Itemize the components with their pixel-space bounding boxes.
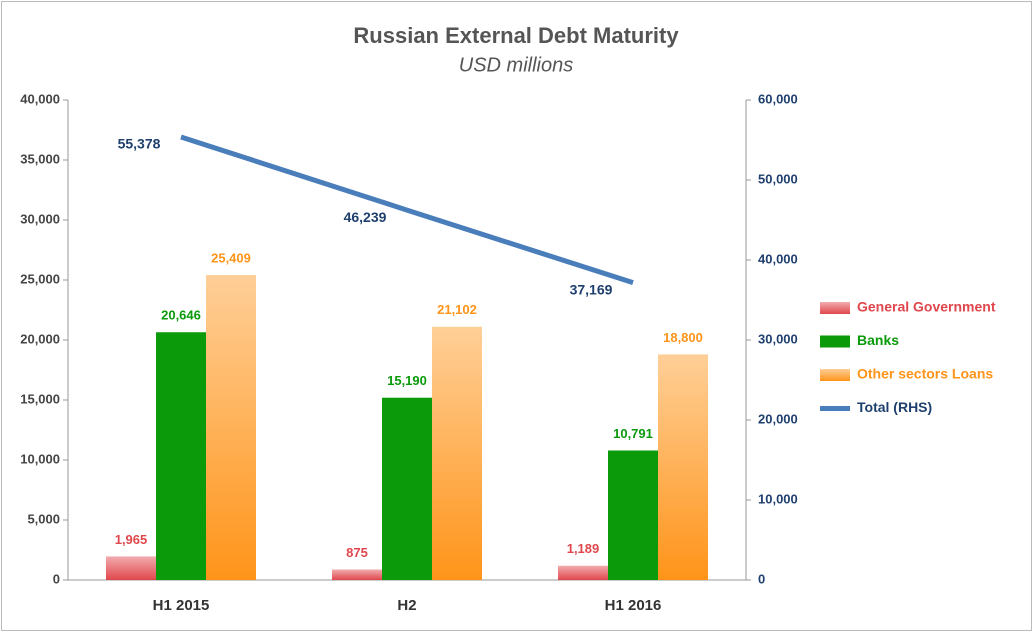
y2-tick-label: 10,000 (758, 491, 798, 506)
y-tick-label: 40,000 (20, 91, 60, 106)
legend-marker (820, 369, 850, 381)
y-tick-label: 30,000 (20, 211, 60, 226)
legend-marker (820, 335, 850, 348)
chart-title: Russian External Debt Maturity (353, 23, 679, 48)
line-value-label: 37,169 (570, 281, 613, 297)
line (180, 134, 634, 286)
legend-label: Banks (857, 332, 899, 348)
y2-tick-label: 0 (758, 571, 765, 586)
value-label: 20,646 (161, 308, 201, 323)
y-tick-label: 15,000 (20, 391, 60, 406)
x-tick-label: H1 2015 (153, 597, 210, 614)
y2-tick-label: 20,000 (758, 411, 798, 426)
y-tick-label: 20,000 (20, 331, 60, 346)
value-label: 25,409 (211, 251, 251, 266)
y2-tick-label: 50,000 (758, 171, 798, 186)
legend-label: General Government (857, 299, 996, 315)
chart-subtitle: USD millions (459, 54, 573, 76)
y-tick-label: 5,000 (27, 511, 60, 526)
bar (382, 397, 432, 580)
legend-label: Total (RHS) (857, 399, 932, 415)
legend-marker (820, 302, 850, 314)
line-value-label: 46,239 (344, 209, 387, 225)
y-tick-label: 10,000 (20, 451, 60, 466)
bar (206, 275, 256, 580)
value-label: 875 (346, 545, 368, 560)
legend-label: Other sectors Loans (857, 366, 993, 382)
bar (608, 450, 658, 580)
value-label: 15,190 (387, 373, 427, 388)
x-tick-label: H1 2016 (605, 597, 662, 614)
bar (106, 556, 156, 580)
x-tick-label: H2 (397, 597, 416, 614)
value-label: 1,965 (115, 532, 148, 547)
bar (432, 326, 482, 580)
y-tick-label: 0 (53, 571, 60, 586)
line-value-label: 55,378 (118, 136, 161, 152)
bar (658, 354, 708, 580)
y2-tick-label: 60,000 (758, 91, 798, 106)
y2-tick-label: 40,000 (758, 251, 798, 266)
value-label: 18,800 (663, 330, 703, 345)
value-label: 10,791 (613, 426, 653, 441)
y-tick-label: 25,000 (20, 271, 60, 286)
bar (156, 332, 206, 580)
y2-tick-label: 30,000 (758, 331, 798, 346)
bar (332, 569, 382, 580)
bar (558, 565, 608, 580)
value-label: 21,102 (437, 302, 477, 317)
value-label: 1,189 (567, 541, 600, 556)
y-tick-label: 35,000 (20, 151, 60, 166)
